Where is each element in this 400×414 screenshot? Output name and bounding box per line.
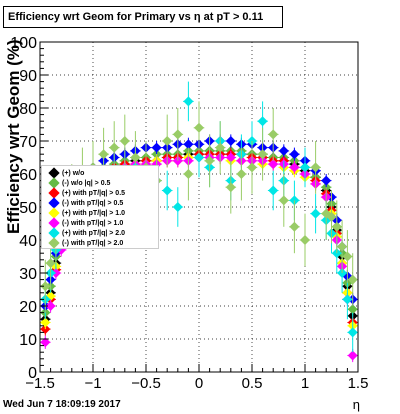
data-point bbox=[109, 142, 120, 153]
data-point bbox=[183, 139, 194, 150]
data-point bbox=[204, 155, 215, 166]
y-tick-label: 0 bbox=[28, 365, 37, 382]
data-point bbox=[45, 258, 56, 269]
legend-entry: (-) with pT/|q| > 0.5 bbox=[44, 197, 124, 209]
legend-marker-icon bbox=[48, 237, 60, 249]
y-tick-label: 40 bbox=[19, 233, 37, 250]
legend-entry: (-) with pT/|q| > 2.0 bbox=[44, 237, 124, 249]
data-point bbox=[40, 281, 51, 292]
legend-entry: (+) with pT/|q| > 2.0 bbox=[44, 227, 126, 239]
legend-label: (+) with pT/|q| > 2.0 bbox=[62, 230, 126, 237]
y-tick-label: 100 bbox=[10, 35, 37, 52]
data-point bbox=[119, 136, 130, 146]
data-point bbox=[326, 211, 337, 222]
data-point bbox=[331, 248, 342, 259]
data-point bbox=[130, 152, 141, 163]
y-tick-label: 50 bbox=[19, 200, 37, 217]
data-point bbox=[289, 221, 300, 232]
data-point bbox=[194, 122, 204, 133]
data-point bbox=[194, 152, 204, 163]
data-point bbox=[347, 350, 358, 361]
legend: (+) w/o (-) w/o |q| > 0.5 (+) with pT/|q| … bbox=[41, 165, 159, 249]
data-point bbox=[331, 221, 342, 232]
data-point bbox=[183, 169, 194, 179]
data-point bbox=[45, 301, 56, 311]
data-point bbox=[162, 136, 173, 146]
legend-entry: (+) with pT/|q| > 0.5 bbox=[44, 187, 126, 199]
y-tick-label: 80 bbox=[19, 101, 37, 118]
data-point bbox=[225, 182, 236, 193]
y-tick-label: 60 bbox=[19, 167, 37, 184]
axis-ticks: −1.5 −1 −0.5 0 0.5 1 1.5 0 10 20 30 40 50 60 70 80 90 100 bbox=[10, 35, 368, 392]
data-point bbox=[172, 202, 183, 212]
data-point bbox=[300, 162, 310, 173]
y-tick-label: 20 bbox=[19, 299, 37, 316]
data-point bbox=[342, 251, 353, 262]
legend-entry: (-) w/o |q| > 0.5 bbox=[44, 177, 111, 189]
x-tick-label: 1.5 bbox=[348, 375, 369, 392]
timestamp: Wed Jun 7 18:09:19 2017 bbox=[3, 399, 121, 410]
legend-label: (-) w/o |q| > 0.5 bbox=[62, 180, 111, 187]
legend-entry: (+) w/o bbox=[44, 167, 85, 179]
data-point bbox=[347, 304, 358, 315]
y-tick-label: 10 bbox=[19, 332, 37, 349]
data-point bbox=[347, 274, 358, 285]
x-tick-label: 0.5 bbox=[242, 375, 263, 392]
data-point bbox=[40, 337, 51, 348]
data-point bbox=[257, 116, 268, 127]
x-tick-label: −1 bbox=[84, 375, 101, 392]
y-tick-label: 90 bbox=[19, 68, 37, 85]
data-point bbox=[40, 317, 51, 328]
data-point bbox=[321, 175, 332, 186]
y-axis-label: Efficiency wrt Geom (%) bbox=[4, 39, 23, 234]
data-point bbox=[215, 142, 226, 153]
data-point bbox=[278, 195, 289, 206]
data-point bbox=[289, 162, 300, 173]
legend-label: (+) w/o bbox=[62, 170, 85, 177]
data-point bbox=[289, 149, 300, 160]
data-point bbox=[268, 129, 279, 140]
data-point bbox=[151, 142, 162, 153]
y-tick-label: 30 bbox=[19, 266, 37, 283]
data-point bbox=[300, 235, 310, 245]
legend-entry: (+) with pT/|q| > 1.0 bbox=[44, 207, 126, 219]
legend-label: (+) with pT/|q| > 1.0 bbox=[62, 210, 126, 217]
data-point bbox=[310, 162, 321, 173]
x-tick-label: −1.5 bbox=[25, 375, 55, 392]
y-tick-label: 70 bbox=[19, 134, 37, 151]
data-point bbox=[278, 145, 289, 156]
legend-label: (-) with pT/|q| > 2.0 bbox=[62, 240, 124, 247]
data-point bbox=[268, 159, 279, 170]
x-tick-label: −0.5 bbox=[131, 375, 161, 392]
data-point bbox=[347, 327, 358, 338]
legend-label: (-) with pT/|q| > 0.5 bbox=[62, 200, 124, 207]
data-point bbox=[162, 185, 173, 196]
legend-entry: (-) with pT/|q| > 1.0 bbox=[44, 217, 124, 229]
legend-label: (+) with pT/|q| > 0.5 bbox=[62, 190, 126, 197]
x-tick-label: 1 bbox=[301, 375, 309, 392]
data-point bbox=[342, 294, 353, 305]
data-point bbox=[225, 136, 236, 146]
chart-title: Efficiency wrt Geom for Primary vs η at … bbox=[3, 6, 283, 28]
data-point bbox=[225, 152, 236, 163]
data-point bbox=[268, 185, 279, 196]
x-axis-label: η bbox=[352, 397, 360, 412]
data-point bbox=[236, 169, 247, 179]
data-point bbox=[98, 149, 109, 160]
legend-label: (-) with pT/|q| > 1.0 bbox=[62, 220, 124, 227]
data-point bbox=[172, 129, 183, 140]
data-point bbox=[337, 241, 348, 252]
data-point bbox=[310, 208, 321, 219]
data-point bbox=[247, 162, 257, 173]
x-tick-label: 0 bbox=[195, 375, 203, 392]
data-point bbox=[183, 96, 194, 107]
data-point bbox=[257, 149, 268, 160]
